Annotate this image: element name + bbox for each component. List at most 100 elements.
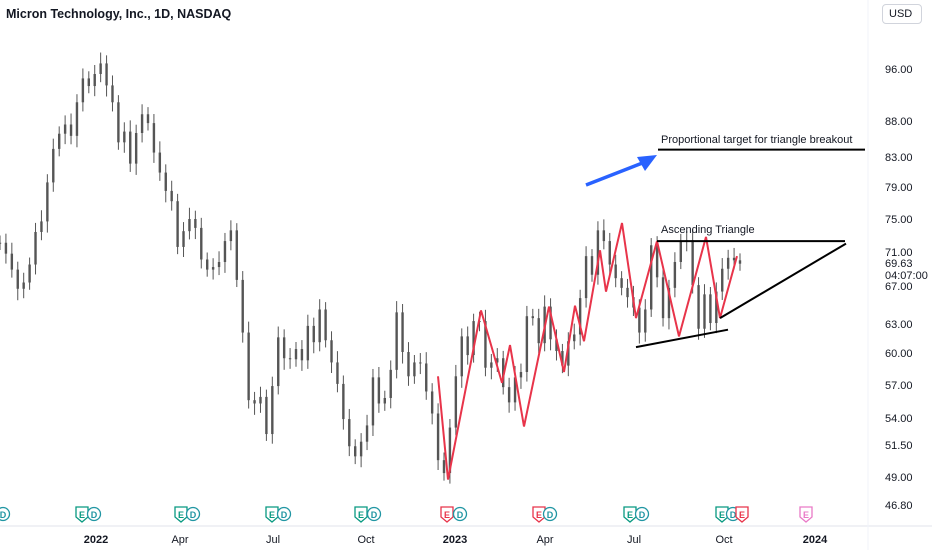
candle — [709, 286, 712, 331]
candle — [454, 364, 458, 436]
svg-text:E: E — [178, 510, 184, 520]
price-tick-label: 71.00 — [885, 247, 913, 259]
time-tick-label: 2024 — [803, 534, 828, 546]
price-tick-label: 96.00 — [885, 64, 913, 76]
time-tick-label: 2022 — [84, 534, 108, 546]
candle — [614, 254, 617, 288]
candle — [549, 298, 552, 351]
target-label: Proportional target for triangle breakou… — [661, 134, 852, 146]
time-tick-label: Oct — [357, 534, 374, 546]
candle — [442, 452, 446, 481]
candle — [342, 375, 345, 430]
candle — [123, 122, 126, 153]
svg-text:D: D — [281, 510, 288, 520]
price-tick-label: 57.00 — [885, 380, 913, 392]
candle — [223, 232, 227, 273]
dividend-event-icon[interactable]: D — [185, 506, 201, 522]
dividend-event-icon[interactable]: D — [634, 506, 650, 522]
candle — [28, 257, 31, 290]
time-axis[interactable]: 2022 Apr Jul Oct 2023 Apr Jul Oct 2024 — [84, 534, 828, 546]
candle — [265, 389, 268, 441]
candle — [484, 309, 487, 377]
dividend-event-icon[interactable]: D — [452, 506, 468, 522]
zigzag-wave-line — [437, 222, 738, 480]
dividend-event-icon[interactable]: D — [86, 506, 102, 522]
earnings-event-icon[interactable]: E — [532, 506, 546, 523]
svg-text:E: E — [444, 510, 450, 520]
candle — [413, 354, 416, 384]
candle — [324, 302, 327, 348]
candle — [371, 368, 375, 437]
candle — [282, 329, 286, 370]
candle — [211, 258, 215, 280]
price-tick-label: 51.50 — [885, 440, 913, 452]
candle — [182, 222, 185, 257]
earnings-event-icon[interactable]: E — [623, 506, 637, 523]
candle — [436, 403, 440, 471]
triangle-support-line — [635, 328, 729, 349]
candle — [608, 232, 611, 276]
candle — [537, 308, 540, 354]
candle — [271, 376, 274, 444]
candle — [472, 313, 475, 363]
candle — [626, 278, 629, 308]
time-tick-label: 2023 — [443, 534, 467, 546]
drawing-overlay — [437, 148, 865, 480]
candle — [365, 414, 369, 451]
candle — [200, 217, 203, 269]
candle — [573, 323, 576, 350]
svg-text:D: D — [91, 510, 98, 520]
time-tick-label: Apr — [171, 534, 188, 546]
dividend-event-icon[interactable]: D — [542, 506, 558, 522]
price-tick-label: 60.00 — [885, 348, 913, 360]
svg-text:E: E — [79, 510, 85, 520]
breakout-arrow-icon — [585, 155, 657, 187]
candle — [519, 363, 523, 389]
price-tick-label: 88.00 — [885, 116, 913, 128]
candle — [555, 329, 558, 361]
dividend-event-icon[interactable]: D — [366, 506, 382, 522]
candle — [93, 64, 96, 97]
candle — [425, 352, 428, 400]
candle — [667, 279, 671, 330]
svg-text:E: E — [536, 510, 542, 520]
candle — [383, 390, 386, 411]
svg-text:D: D — [730, 510, 737, 520]
price-axis[interactable]: 96.00 88.00 83.00 79.00 75.00 71.00 63.00 60.00… — [885, 64, 928, 512]
earnings-event-icon[interactable]: E — [715, 506, 729, 523]
earnings-event-icon[interactable]: E — [75, 506, 89, 523]
earnings-event-icon[interactable]: E — [735, 506, 749, 523]
currency-button[interactable]: USD — [882, 4, 922, 24]
time-tick-label: Jul — [627, 534, 641, 546]
candle — [602, 219, 606, 250]
svg-text:D: D — [0, 510, 7, 520]
candle — [4, 233, 8, 264]
earnings-event-icon[interactable]: E — [354, 506, 368, 523]
time-tick-label: Apr — [536, 534, 553, 546]
last-price-label: 69.63 — [885, 258, 913, 270]
candle — [644, 299, 647, 342]
candle — [466, 326, 469, 365]
earnings-event-icon[interactable]: E — [174, 506, 188, 523]
candle — [22, 272, 25, 299]
earnings-event-icon[interactable]: E — [265, 506, 279, 523]
candle — [247, 321, 250, 409]
dividend-event-icon[interactable]: D — [276, 506, 292, 522]
earnings-event-icon[interactable]: E — [440, 506, 454, 523]
candle — [164, 164, 167, 203]
candle — [188, 207, 191, 240]
triangle-label: Ascending Triangle — [661, 224, 755, 236]
candle — [336, 351, 339, 393]
candle — [430, 383, 434, 425]
candle — [679, 233, 682, 270]
earnings-event-icon[interactable]: E — [799, 506, 813, 523]
bar-countdown-label: 04:07:00 — [885, 270, 928, 282]
svg-text:E: E — [719, 510, 725, 520]
price-tick-label: 54.00 — [885, 413, 913, 425]
candle — [235, 223, 238, 288]
candle — [40, 210, 43, 241]
dividend-event-icon[interactable]: D — [0, 506, 11, 522]
candle — [567, 332, 570, 377]
